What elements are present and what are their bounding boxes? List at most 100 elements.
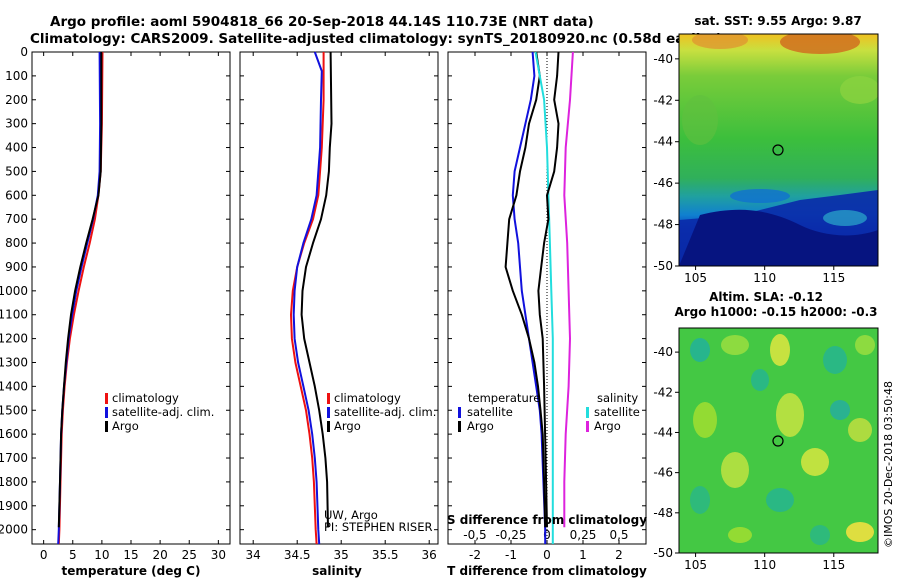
legend-title-salinity: salinity — [597, 391, 638, 405]
difference-legend-salinity: salinity satellite Argo — [586, 391, 640, 433]
s-diff-tick-label: -0,5 — [463, 528, 486, 542]
y-tick-label: 1600 — [0, 427, 28, 441]
sla-map-frame — [678, 327, 879, 554]
legend-swatch-t-argo — [458, 421, 461, 432]
y-tick-label: 900 — [5, 260, 28, 274]
map-y-tick-label: -40 — [653, 345, 673, 359]
x-tick-label: 34 — [246, 548, 261, 562]
x-tick-label: 10 — [94, 548, 109, 562]
legend-label-climatology: climatology — [334, 391, 401, 405]
map-x-tick-label: 105 — [684, 558, 707, 572]
x-tick-label: 1 — [579, 548, 587, 562]
argo-location-marker — [772, 144, 784, 156]
y-tick-label: 1000 — [0, 284, 28, 298]
y-tick-label: 100 — [5, 69, 28, 83]
x-tick-label: -2 — [469, 548, 481, 562]
sla-map-panel: Altim. SLA: -0.12 Argo h1000: -0.15 h200… — [653, 290, 879, 572]
y-tick-label: 300 — [5, 117, 28, 131]
legend-swatch-satellite — [105, 407, 108, 418]
sla-map-title1: Altim. SLA: -0.12 — [709, 290, 823, 304]
legend-swatch-climatology — [105, 393, 108, 404]
x-tick-label: -1 — [505, 548, 517, 562]
salinity-annotation-line2: PI: STEPHEN RISER — [324, 520, 433, 534]
argo-location-marker — [772, 435, 784, 447]
legend-swatch-argo — [105, 421, 108, 432]
x-tick-label: 5 — [69, 548, 77, 562]
y-tick-label: 600 — [5, 188, 28, 202]
legend-swatch-climatology — [327, 393, 330, 404]
sla-field — [679, 328, 878, 553]
y-tick-label: 500 — [5, 164, 28, 178]
s-diff-tick-label: -0,25 — [495, 528, 526, 542]
sla-map-title2: Argo h1000: -0.15 h2000: -0.3 — [674, 305, 877, 319]
header-line1: Argo profile: aoml 5904818_66 20-Sep-201… — [50, 14, 594, 30]
x-tick-label: 0 — [543, 548, 551, 562]
series-line-salinity-satellite — [534, 51, 554, 544]
x-tick-label: 15 — [123, 548, 138, 562]
sst-map-panel: sat. SST: 9.55 Argo: 9.87 — [653, 14, 879, 285]
legend-swatch-argo — [327, 421, 330, 432]
map-y-tick-label: -44 — [653, 425, 673, 439]
y-tick-label: 2000 — [0, 523, 28, 537]
legend-label-argo: Argo — [334, 419, 361, 433]
y-tick-label: 1500 — [0, 403, 28, 417]
map-x-tick-label: 115 — [822, 271, 845, 285]
y-tick-label: 1800 — [0, 475, 28, 489]
y-tick-label: 700 — [5, 212, 28, 226]
map-y-tick-label: -40 — [653, 52, 673, 66]
legend-label-satellite: satellite-adj. clim. — [334, 405, 436, 419]
y-tick-label: 800 — [5, 236, 28, 250]
map-y-tick-label: -42 — [653, 93, 673, 107]
salinity-panel: 34 34.5 35 35.5 36 salinity climatology sate… — [239, 51, 439, 578]
y-tick-label: 1200 — [0, 332, 28, 346]
map-y-tick-label: -42 — [653, 385, 673, 399]
map-y-tick-label: -46 — [653, 176, 673, 190]
y-tick-label: 200 — [5, 93, 28, 107]
legend-swatch-s-argo — [586, 421, 589, 432]
y-tick-label: 400 — [5, 141, 28, 155]
s-diff-xlabel: S difference from climatology — [447, 513, 647, 527]
x-tick-label: 2 — [615, 548, 623, 562]
legend-swatch-s-satellite — [586, 407, 589, 418]
y-tick-label: 1400 — [0, 379, 28, 393]
difference-panel: -2 -1 0 1 2 -0,5 -0,25 0 0,25 0,5 T difference f… — [447, 51, 647, 578]
series-line-temperature-satellite — [511, 51, 547, 544]
legend-swatch-satellite — [327, 407, 330, 418]
series-line-temperature-argo — [504, 51, 547, 528]
sst-map-frame — [678, 33, 879, 267]
imos-stamp: ©IMOS 20-Dec-2018 03:50:48 — [882, 381, 895, 548]
x-tick-label: 0 — [40, 548, 48, 562]
map-y-tick-label: -50 — [653, 546, 673, 560]
map-y-tick-label: -48 — [653, 218, 673, 232]
temperature-legend: climatology satellite-adj. clim. Argo — [105, 391, 214, 433]
salinity-xlabel: salinity — [312, 564, 362, 578]
legend-label-satellite: satellite-adj. clim. — [112, 405, 214, 419]
s-diff-tick-label: 0,5 — [609, 528, 628, 542]
legend-label-climatology: climatology — [112, 391, 179, 405]
x-tick-label: 34.5 — [284, 548, 311, 562]
series-line-salinity-diff-black — [537, 51, 560, 528]
map-x-tick-label: 110 — [753, 271, 776, 285]
legend-label-t-satellite: satellite — [467, 405, 513, 419]
temperature-xlabel: temperature (deg C) — [62, 564, 201, 578]
legend-title-temperature: temperature — [468, 391, 540, 405]
legend-label-t-argo: Argo — [467, 419, 494, 433]
s-diff-tick-label: 0 — [543, 528, 551, 542]
y-tick-label: 1700 — [0, 451, 28, 465]
map-y-tick-label: -50 — [653, 259, 673, 273]
difference-legend-temperature: temperature satellite Argo — [458, 391, 540, 433]
temperature-panel: 0100200300400500600700800900100011001200… — [0, 45, 231, 578]
header-line2: Climatology: CARS2009. Satellite-adjuste… — [30, 31, 722, 47]
map-x-tick-label: 110 — [753, 558, 776, 572]
x-tick-label: 20 — [152, 548, 167, 562]
sst-map-title: sat. SST: 9.55 Argo: 9.87 — [694, 14, 861, 28]
y-tick-label: 1900 — [0, 499, 28, 513]
x-tick-label: 25 — [182, 548, 197, 562]
series-line-climatology — [290, 52, 325, 545]
salinity-legend: climatology satellite-adj. clim. Argo — [327, 391, 436, 433]
series-line-argo — [57, 52, 103, 528]
s-diff-tick-label: 0,25 — [570, 528, 597, 542]
legend-label-s-satellite: satellite — [594, 405, 640, 419]
x-tick-label: 30 — [211, 548, 226, 562]
